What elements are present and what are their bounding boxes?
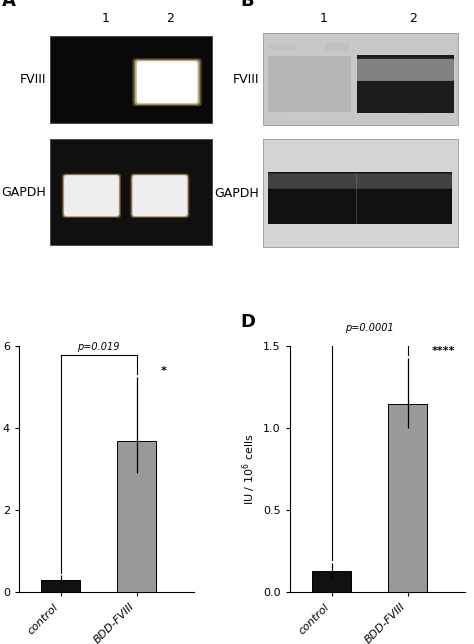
Text: *: *: [161, 366, 167, 375]
FancyBboxPatch shape: [63, 175, 120, 217]
Bar: [388, 404, 427, 592]
FancyBboxPatch shape: [137, 61, 198, 103]
Text: 2: 2: [166, 12, 174, 25]
Text: 1: 1: [102, 12, 110, 25]
Bar: [411, 112, 422, 116]
Bar: [264, 139, 458, 247]
Bar: [370, 91, 389, 99]
FancyBboxPatch shape: [64, 175, 119, 216]
Bar: [264, 33, 458, 125]
Bar: [325, 43, 349, 52]
Text: A: A: [2, 0, 16, 10]
Bar: [357, 55, 454, 113]
Text: p=0.019: p=0.019: [77, 342, 120, 352]
Text: p=0.0001: p=0.0001: [345, 323, 394, 333]
Bar: [285, 75, 292, 86]
Bar: [290, 110, 318, 118]
Bar: [294, 93, 314, 100]
Text: B: B: [241, 0, 255, 10]
Bar: [50, 139, 212, 245]
Text: 2: 2: [409, 12, 417, 25]
Bar: [269, 44, 296, 50]
Text: ****: ****: [432, 346, 456, 356]
Text: FVIII: FVIII: [19, 73, 46, 86]
Text: GAPDH: GAPDH: [1, 185, 46, 199]
FancyBboxPatch shape: [135, 60, 200, 105]
FancyBboxPatch shape: [132, 175, 188, 217]
FancyBboxPatch shape: [133, 175, 187, 216]
Bar: [268, 172, 452, 224]
Text: FVIII: FVIII: [233, 73, 259, 86]
Bar: [117, 440, 156, 592]
Bar: [361, 99, 369, 110]
Bar: [418, 53, 448, 64]
Bar: [312, 571, 351, 592]
Bar: [389, 99, 408, 108]
Bar: [362, 106, 375, 112]
Text: GAPDH: GAPDH: [215, 187, 259, 200]
FancyBboxPatch shape: [268, 173, 452, 189]
Text: D: D: [241, 313, 256, 331]
FancyBboxPatch shape: [62, 174, 121, 218]
Bar: [268, 56, 351, 112]
Y-axis label: IU / 10$^6$ cells: IU / 10$^6$ cells: [240, 433, 257, 505]
FancyBboxPatch shape: [130, 174, 190, 218]
FancyBboxPatch shape: [356, 59, 455, 81]
Text: 1: 1: [319, 12, 328, 25]
Bar: [41, 580, 81, 592]
FancyBboxPatch shape: [133, 59, 202, 106]
Bar: [393, 91, 401, 100]
Bar: [50, 36, 212, 123]
